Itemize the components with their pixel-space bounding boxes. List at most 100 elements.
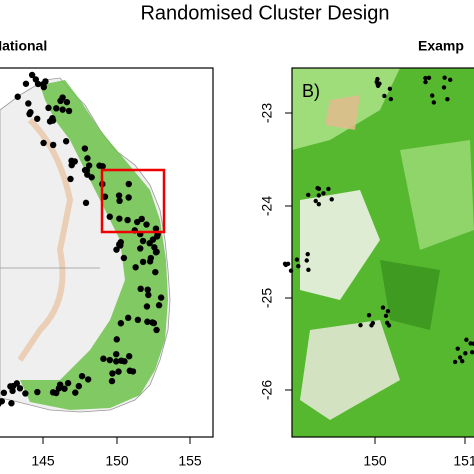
- cluster-dot: [426, 75, 432, 81]
- cluster-dot: [144, 286, 151, 293]
- cluster-dot: [16, 385, 24, 392]
- cluster-dot: [457, 355, 463, 360]
- national-map: [0, 67, 214, 438]
- cropland: [17, 117, 74, 362]
- cluster-dot: [26, 110, 33, 118]
- cluster-dot: [62, 138, 70, 145]
- cluster-dot: [460, 359, 465, 364]
- cluster-dot: [137, 245, 144, 252]
- cluster-dot: [113, 246, 120, 253]
- cluster-dot: [116, 197, 123, 205]
- cluster-dot: [8, 400, 15, 407]
- cluster-dot: [112, 358, 120, 365]
- cluster-dot: [109, 370, 116, 377]
- example-map: B): [282, 67, 474, 438]
- cluster-dot: [380, 305, 386, 310]
- cluster-dot: [358, 322, 363, 328]
- cluster-dot: [441, 85, 447, 90]
- patch: [400, 140, 474, 250]
- cluster-dot: [106, 213, 113, 220]
- y-tick-label: -26: [259, 380, 275, 400]
- cluster-dot: [9, 382, 17, 390]
- patch: [300, 190, 380, 300]
- cropland: [325, 95, 360, 130]
- cluster-dot: [100, 355, 107, 362]
- cluster-dot: [64, 379, 72, 387]
- cluster-dot: [147, 254, 155, 262]
- cluster-dot: [59, 106, 66, 113]
- cluster-dot: [22, 390, 29, 397]
- axes: 145 150 155 -23 -24 -25 -26 150 151: [31, 103, 474, 469]
- cluster-dot: [84, 155, 91, 162]
- cluster-dot: [306, 192, 311, 198]
- cluster-dot: [144, 318, 151, 325]
- cluster-dot: [149, 319, 156, 326]
- cluster-dot: [431, 100, 437, 105]
- cluster-dot: [67, 175, 74, 183]
- cluster-dot: [106, 356, 113, 364]
- cluster-dot: [138, 215, 145, 223]
- cluster-dot: [463, 351, 468, 356]
- cluster-dot: [22, 80, 30, 87]
- cluster-dot: [283, 262, 289, 268]
- cluster-dot: [40, 80, 47, 88]
- x-tick-label: 151: [453, 453, 474, 469]
- frame: [291, 67, 474, 438]
- cluster-dot: [442, 75, 447, 80]
- cluster-dot: [49, 389, 57, 396]
- cluster-dot: [313, 198, 318, 204]
- patch: [300, 320, 400, 420]
- cluster-dot: [326, 186, 331, 192]
- cluster-dot: [53, 105, 60, 112]
- cluster-dot: [464, 337, 469, 342]
- cluster-dot: [423, 75, 428, 81]
- cluster-dot: [113, 350, 120, 358]
- cluster-dot: [81, 145, 89, 152]
- cluster-dot: [117, 242, 124, 249]
- cluster-dot: [316, 193, 322, 198]
- cluster-dot: [117, 320, 125, 327]
- cluster-dot: [115, 192, 123, 199]
- y-tick-label: -23: [259, 103, 275, 123]
- cluster-dot: [134, 218, 141, 226]
- cluster-dot: [49, 141, 57, 149]
- x-tick-label: 150: [105, 453, 129, 469]
- cluster-dot: [306, 267, 311, 273]
- cluster-dot: [120, 254, 128, 262]
- cluster-dot: [34, 388, 41, 396]
- cluster-dot: [149, 236, 157, 243]
- cluster-dot: [155, 302, 163, 309]
- cluster-dot: [85, 162, 93, 169]
- cluster-dot: [387, 86, 393, 92]
- cluster-dot: [366, 312, 372, 318]
- y-tick-label: -24: [259, 196, 275, 216]
- title: Randomised Cluster Design: [140, 2, 389, 24]
- cluster-dot: [369, 323, 374, 328]
- cluster-dot: [157, 294, 165, 301]
- cluster-dot: [448, 77, 453, 83]
- cluster-dot: [152, 225, 160, 232]
- cluster-dot: [143, 221, 150, 228]
- cluster-dot: [296, 264, 301, 269]
- cluster-dot: [126, 367, 133, 374]
- inset-box: [100, 168, 166, 234]
- cluster-dot: [45, 104, 52, 112]
- cluster-dot: [82, 199, 90, 207]
- cluster-dot: [132, 264, 139, 271]
- cluster-dot: [28, 71, 36, 79]
- cluster-dot: [0, 389, 8, 397]
- cluster-dot: [96, 162, 103, 169]
- cluster-dot: [423, 79, 428, 85]
- cluster-dot: [383, 313, 389, 319]
- x-tick-label: 155: [178, 453, 202, 469]
- cluster-dot: [125, 353, 133, 360]
- x-tick-label: 145: [31, 453, 55, 469]
- cluster-dot: [116, 215, 123, 222]
- cluster-dot: [152, 268, 159, 276]
- cluster-dot: [145, 291, 152, 299]
- frame: [0, 67, 214, 438]
- cluster-dot: [25, 100, 32, 107]
- cluster-dot: [445, 97, 450, 102]
- cluster-dot: [61, 385, 68, 392]
